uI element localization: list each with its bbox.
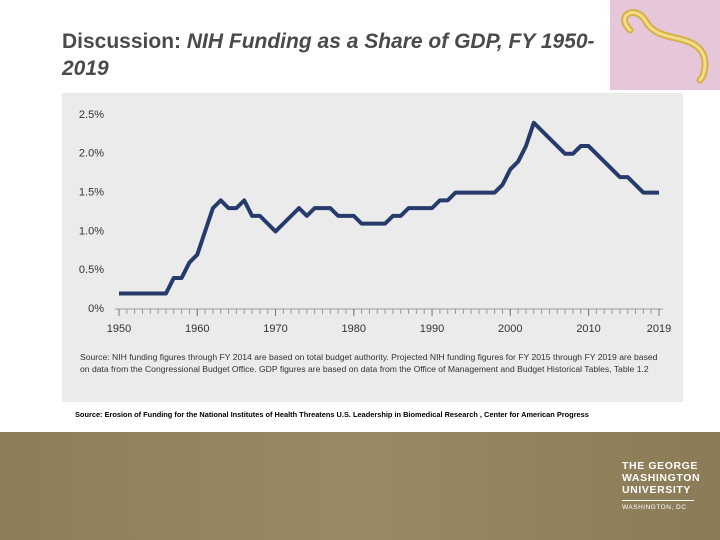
source: Source: Erosion of Funding for the Natio… [75, 410, 589, 419]
y-tick-label: 0.5% [79, 264, 104, 276]
chart: 0% 0.5% 1.0% 1.5% 2.0% 2.5% 1950 1960 1970 1980 19… [79, 109, 671, 335]
virus-image [610, 0, 720, 90]
y-tick-label: 2.0% [79, 148, 104, 160]
x-tick-label: 2019 [647, 323, 671, 335]
x-tick-label: 1990 [420, 323, 444, 335]
x-tick-label: 1980 [342, 323, 366, 335]
x-tick-label: 1970 [263, 323, 287, 335]
title-prefix: Discussion: [62, 30, 187, 53]
x-tick-label: 2000 [498, 323, 522, 335]
logo-line: THE GEORGE [622, 460, 699, 472]
footer-band [0, 432, 720, 540]
chart-note: Source: NIH funding figures through FY 2… [80, 352, 658, 374]
title-italic: NIH Funding as a Share of GDP, FY 1950-2… [62, 30, 595, 80]
chart-panel: 0% 0.5% 1.0% 1.5% 2.0% 2.5% 1950 1960 1970 1980 19… [62, 93, 683, 402]
logo: THE GEORGE WASHINGTON UNIVERSITY WASHING… [622, 460, 700, 511]
data-line [119, 120, 659, 296]
logo-line: UNIVERSITY [622, 484, 692, 496]
x-tick-label: 1960 [185, 323, 209, 335]
logo-line: WASHINGTON [622, 472, 701, 484]
y-tick-label: 1.0% [79, 225, 104, 237]
y-tick-label: 0% [88, 303, 104, 315]
x-tick-label: 1950 [107, 323, 131, 335]
slide-title: Discussion: NIH Funding as a Share of GD… [62, 28, 602, 82]
logo-location: WASHINGTON, DC [622, 504, 687, 511]
y-tick-label: 1.5% [79, 187, 104, 199]
y-tick-label: 2.5% [79, 109, 104, 121]
x-tick-label: 2010 [576, 323, 600, 335]
